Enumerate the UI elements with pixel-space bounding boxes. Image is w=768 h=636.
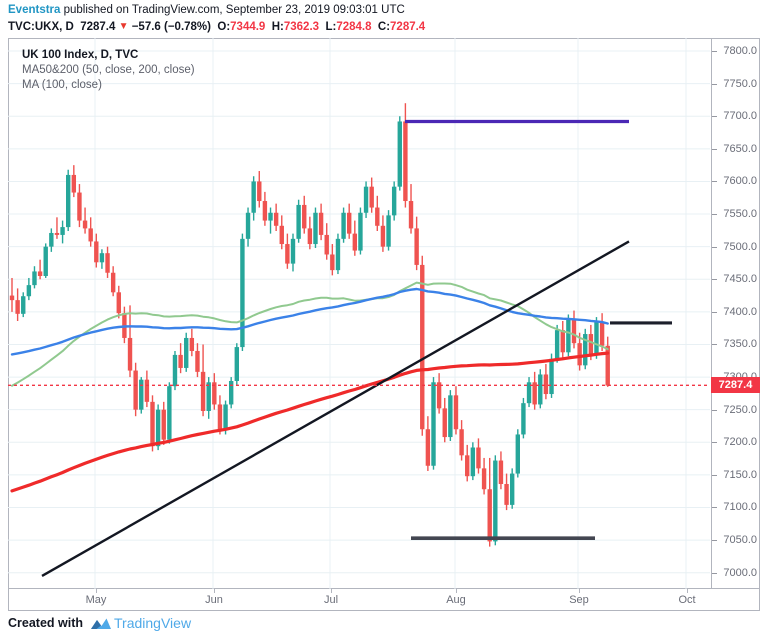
price-tick-label: 7150.0 [723,468,757,481]
price-tick-mark [712,507,717,509]
price-tick-mark [712,246,717,248]
time-tick-mark [456,589,457,593]
time-tick-label: Aug [446,594,466,606]
time-tick-label: Jul [323,594,339,606]
price-change: −57.6 (−0.78%) [131,21,211,33]
low-key: L: [325,21,337,33]
price-axis[interactable]: 7800.0 7750.0 7700.0 7650.0 7600.0 7550.0 7500… [711,38,760,589]
price-tick-label: 7100.0 [723,501,757,514]
chart-header: Eventstra published on TradingView.com, … [8,3,708,36]
low-value: 7284.8 [336,21,372,33]
close-value: 7287.4 [390,21,426,33]
price-tick-mark [712,311,717,313]
current-price-badge: 7287.4 [711,377,760,394]
author-name[interactable]: Eventstra [8,4,61,16]
tradingview-wordmark: TradingView [114,615,192,631]
time-tick-label: Sep [569,594,589,606]
legend-title: UK 100 Index, D, TVC [22,49,139,61]
price-tick-label: 7300.0 [723,372,757,383]
created-with-label: Created with [8,616,84,630]
tradingview-logo[interactable]: TradingView [90,615,191,631]
price-tick-label: 7000.0 [723,566,757,579]
chart-frame [8,38,760,589]
high-key: H: [271,21,284,33]
price-tick-mark [712,181,717,183]
symbol-label[interactable]: TVC:UKX, D [8,21,74,33]
price-tick-mark [712,474,717,476]
time-tick-label: Oct [678,594,696,606]
down-arrow-icon: ▼ [118,21,129,32]
price-tick-mark [712,279,717,281]
time-tick-label: May [85,594,107,606]
high-value: 7362.3 [283,21,320,33]
price-tick-label: 7550.0 [723,208,757,221]
publish-text: published on TradingView.com, September … [60,4,405,16]
price-tick-label: 7800.0 [723,45,757,58]
price-tick-mark [712,540,717,542]
publish-line: Eventstra published on TradingView.com, … [8,3,708,18]
price-tick-label: 7600.0 [723,175,757,188]
price-tick-label: 7250.0 [723,403,757,416]
time-tick-mark [579,589,580,593]
price-tick-label: 7650.0 [723,142,757,155]
price-tick-label: 7050.0 [723,534,757,547]
candlestick-svg [8,38,710,589]
chart-legend: UK 100 Index, D, TVC MA50&200 (50, close… [22,48,195,93]
price-tick-mark [712,442,717,444]
open-value: 7344.9 [230,21,266,33]
price-tick-mark [712,148,717,150]
price-tick-mark [712,83,717,85]
chart-footer: Created with TradingView [8,612,191,634]
price-tick-mark [712,51,717,53]
quote-line: TVC:UKX, D 7287.4 ▼ −57.6 (−0.78%) O:734… [8,19,708,36]
price-tick-mark [712,572,717,574]
price-tick-label: 7700.0 [723,110,757,123]
legend-ma50-200: MA50&200 (50, close, 200, close) [22,64,195,76]
price-tick-mark [712,344,717,346]
time-axis[interactable]: May Jun Jul Aug Sep Oct [8,589,760,611]
open-key: O: [217,21,231,33]
time-tick-mark [96,589,97,593]
time-tick-mark [331,589,332,593]
price-tick-label: 7750.0 [723,77,757,90]
price-tick-mark [712,214,717,216]
last-price: 7287.4 [80,21,116,33]
time-tick-mark [687,589,688,593]
time-tick-label: Jun [205,594,223,606]
price-tick-label: 7450.0 [723,273,757,286]
time-tick-mark [214,589,215,593]
price-tick-label: 7200.0 [723,436,757,449]
price-tick-mark [712,409,717,411]
price-tick-mark [712,116,717,118]
price-tick-label: 7500.0 [723,240,757,253]
close-key: C: [377,21,391,33]
price-tick-label: 7350.0 [723,338,757,351]
tradingview-mark-icon [91,618,112,629]
legend-ma100: MA (100, close) [22,79,102,91]
chart-plot-area[interactable]: UK 100 Index, D, TVC MA50&200 (50, close… [8,38,710,589]
price-tick-label: 7400.0 [723,305,757,318]
